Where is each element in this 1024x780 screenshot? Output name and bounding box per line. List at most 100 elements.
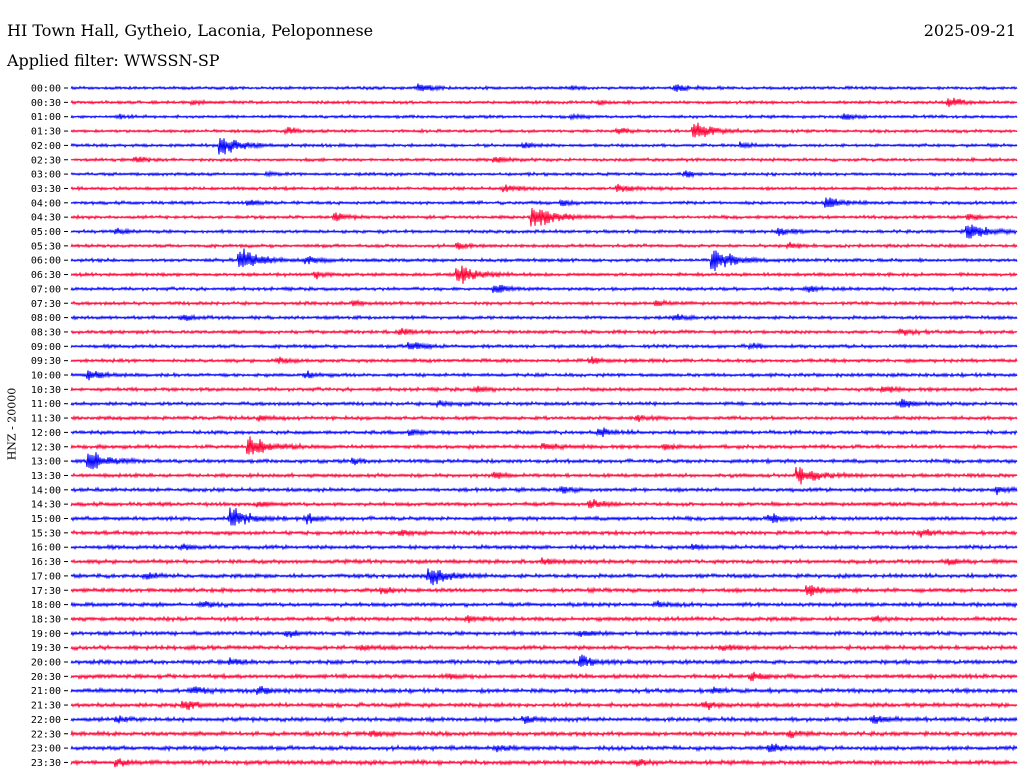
time-label-1730: 17:30 (31, 586, 61, 597)
time-label-2030: 20:30 (31, 672, 61, 683)
time-label-0330: 03:30 (31, 184, 61, 195)
time-label-0000: 00:00 (31, 84, 61, 95)
seismic-trace-1530 (70, 528, 1018, 538)
time-label-1600: 16:00 (31, 543, 61, 554)
seismic-trace-0330 (70, 183, 1018, 193)
seismic-trace-1130 (70, 414, 1018, 422)
seismic-trace-1600 (70, 543, 1018, 552)
seismic-trace-2000 (70, 654, 1018, 667)
time-label-2300: 23:00 (31, 744, 61, 755)
time-label-1400: 14:00 (31, 485, 61, 496)
time-label-0100: 01:00 (31, 112, 61, 123)
time-label-0030: 00:30 (31, 98, 61, 109)
time-label-0730: 07:30 (31, 299, 61, 310)
seismic-trace-1330 (70, 467, 1018, 485)
time-label-1300: 13:00 (31, 457, 61, 468)
time-label-2130: 21:30 (31, 701, 61, 712)
time-label-1700: 17:00 (31, 571, 61, 582)
seismic-trace-0500 (70, 224, 1018, 239)
seismic-trace-1230 (70, 436, 1018, 455)
seismic-trace-0630 (70, 265, 1018, 284)
time-label-1630: 16:30 (31, 557, 61, 568)
seismic-trace-1200 (70, 427, 1018, 438)
time-label-1130: 11:30 (31, 414, 61, 425)
time-label-0130: 01:30 (31, 127, 61, 138)
time-label-1800: 18:00 (31, 600, 61, 611)
seismic-trace-1630 (70, 557, 1018, 566)
seismic-trace-1500 (70, 507, 1018, 526)
time-label-2200: 22:00 (31, 715, 61, 726)
seismic-trace-2200 (70, 715, 1018, 724)
seismic-trace-1030 (70, 385, 1018, 394)
seismic-trace-1300 (70, 452, 1018, 470)
time-label-0630: 06:30 (31, 270, 61, 281)
seismic-trace-1800 (70, 600, 1018, 609)
seismic-trace-2130 (70, 700, 1018, 711)
seismic-trace-2300 (70, 743, 1018, 753)
time-label-1030: 10:30 (31, 385, 61, 396)
seismic-trace-0430 (70, 207, 1018, 227)
seismic-trace-0030 (70, 97, 1018, 107)
time-label-2230: 22:30 (31, 729, 61, 740)
time-label-0800: 08:00 (31, 313, 61, 324)
time-label-0430: 04:30 (31, 213, 61, 224)
time-label-2330: 23:30 (31, 758, 61, 769)
time-label-1900: 19:00 (31, 629, 61, 640)
seismic-trace-1430 (70, 499, 1018, 509)
record-date: 2025-09-21 (923, 21, 1016, 40)
seismic-trace-2330 (70, 758, 1018, 768)
time-label-1000: 10:00 (31, 371, 61, 382)
seismic-trace-0700 (70, 284, 1018, 293)
time-label-0830: 08:30 (31, 327, 61, 338)
seismic-trace-1000 (70, 370, 1018, 381)
time-label-0930: 09:30 (31, 356, 61, 367)
time-label-0300: 03:00 (31, 170, 61, 181)
time-label-1530: 15:30 (31, 528, 61, 539)
seismic-trace-0100 (70, 112, 1018, 121)
time-label-0530: 05:30 (31, 241, 61, 252)
seismic-trace-1830 (70, 615, 1018, 624)
time-label-1100: 11:00 (31, 399, 61, 410)
seismic-trace-1400 (70, 485, 1018, 496)
time-label-0900: 09:00 (31, 342, 61, 353)
time-label-2000: 20:00 (31, 658, 61, 669)
time-label-1430: 14:30 (31, 500, 61, 511)
seismic-trace-0200 (70, 137, 1018, 155)
seismic-trace-1730 (70, 585, 1018, 597)
seismic-trace-2230 (70, 729, 1018, 739)
seismic-trace-1100 (70, 398, 1018, 409)
seismic-trace-0830 (70, 327, 1018, 337)
seismic-trace-0930 (70, 356, 1018, 365)
seismic-trace-0300 (70, 169, 1018, 179)
time-label-0600: 06:00 (31, 256, 61, 267)
time-label-1200: 12:00 (31, 428, 61, 439)
seismic-trace-1930 (70, 643, 1018, 652)
seismic-trace-0730 (70, 298, 1018, 308)
seismic-trace-0130 (70, 122, 1018, 138)
time-label-0200: 02:00 (31, 141, 61, 152)
seismic-trace-0800 (70, 313, 1018, 322)
time-label-0400: 04:00 (31, 198, 61, 209)
seismic-trace-1700 (70, 568, 1018, 586)
seismic-trace-2100 (70, 686, 1018, 696)
seismic-trace-2030 (70, 671, 1018, 682)
time-label-0700: 07:00 (31, 284, 61, 295)
seismic-trace-0900 (70, 342, 1018, 351)
seismic-trace-0400 (70, 197, 1018, 208)
station-title: HI Town Hall, Gytheio, Laconia, Peloponn… (7, 21, 374, 40)
time-label-1230: 12:30 (31, 442, 61, 453)
time-label-1500: 15:00 (31, 514, 61, 525)
time-label-1930: 19:30 (31, 643, 61, 654)
time-label-0230: 02:30 (31, 155, 61, 166)
time-label-1830: 18:30 (31, 614, 61, 625)
seismic-trace-1900 (70, 629, 1018, 638)
filter-label: Applied filter: WWSSN-SP (7, 51, 220, 70)
seismic-trace-0000 (70, 83, 1018, 93)
time-label-1330: 13:30 (31, 471, 61, 482)
time-label-0500: 05:00 (31, 227, 61, 238)
seismic-trace-0600 (70, 248, 1018, 272)
seismic-trace-0530 (70, 241, 1018, 251)
time-label-2100: 21:00 (31, 686, 61, 697)
seismic-trace-0230 (70, 156, 1018, 164)
